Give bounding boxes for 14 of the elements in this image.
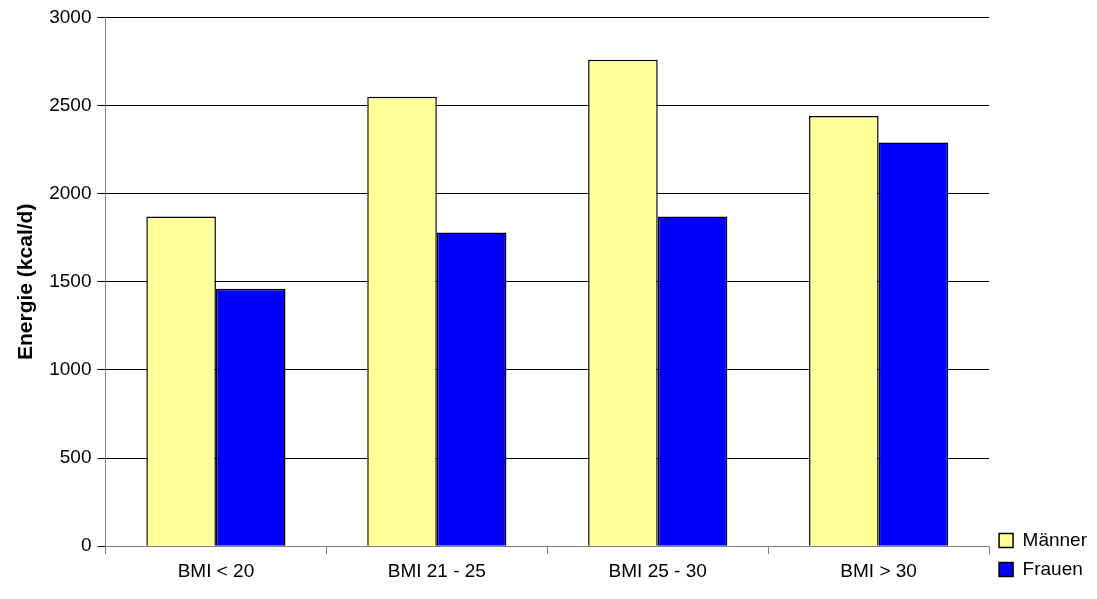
legend-label: Männer [1022, 528, 1088, 550]
legend-label: Frauen [1022, 557, 1083, 579]
x-tick-label: BMI < 20 [177, 559, 255, 581]
y-tick-label: 2500 [49, 93, 92, 115]
y-tick-label: 1000 [49, 358, 92, 380]
y-tick-label: 2000 [49, 181, 92, 203]
x-tick-label: BMI > 30 [840, 559, 917, 581]
x-tick-label: BMI 25 - 30 [608, 559, 707, 581]
x-tick-label: BMI 21 - 25 [387, 559, 486, 581]
y-tick-label: 1500 [49, 270, 92, 292]
y-axis-title: Energie (kcal/d) [13, 203, 37, 360]
y-tick-label: 3000 [49, 5, 92, 27]
y-tick-label: 0 [80, 534, 92, 556]
y-tick-label: 500 [59, 446, 92, 468]
